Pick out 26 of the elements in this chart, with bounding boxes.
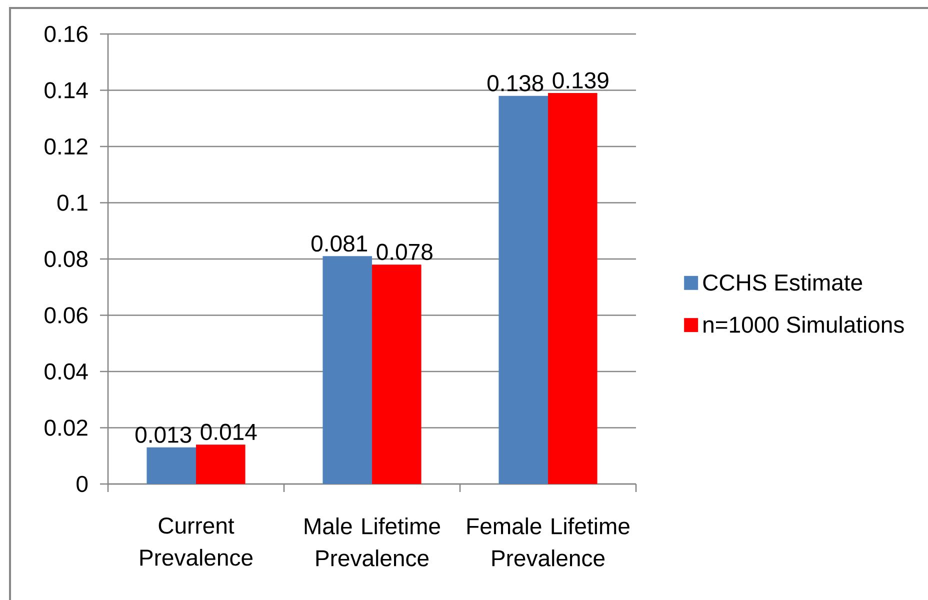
data-label: 0.139: [552, 72, 608, 89]
y-tick-label: 0.14: [44, 82, 88, 98]
y-tick-label: 0.04: [44, 363, 88, 380]
y-tick-label: 0.08: [44, 250, 88, 268]
y-tick-label: 0.16: [44, 26, 88, 42]
y-tick-label: 0.12: [44, 138, 88, 155]
y-tick-label: 0.06: [44, 307, 88, 324]
y-tick-label: 0: [76, 476, 88, 492]
bar: [196, 444, 246, 484]
y-tick-label: 0.1: [57, 194, 88, 211]
data-label: 0.078: [376, 244, 432, 260]
data-label: 0.013: [135, 426, 192, 443]
x-tick-label: Female Lifetime Prevalence: [467, 518, 630, 566]
x-tick-label: Current Prevalence: [140, 518, 252, 566]
bar: [372, 264, 422, 484]
legend-label: n=1000 Simulations: [704, 316, 904, 333]
x-tick-label: Male Lifetime Prevalence: [304, 518, 440, 566]
bar: [498, 96, 548, 484]
data-label: 0.138: [487, 75, 544, 92]
bar: [548, 93, 598, 484]
bar: [322, 256, 372, 484]
bar: [146, 447, 196, 484]
data-label: 0.081: [311, 235, 368, 252]
y-tick-label: 0.02: [44, 420, 88, 436]
data-label: 0.014: [200, 424, 257, 440]
legend-label: CCHS Estimate: [703, 274, 862, 291]
